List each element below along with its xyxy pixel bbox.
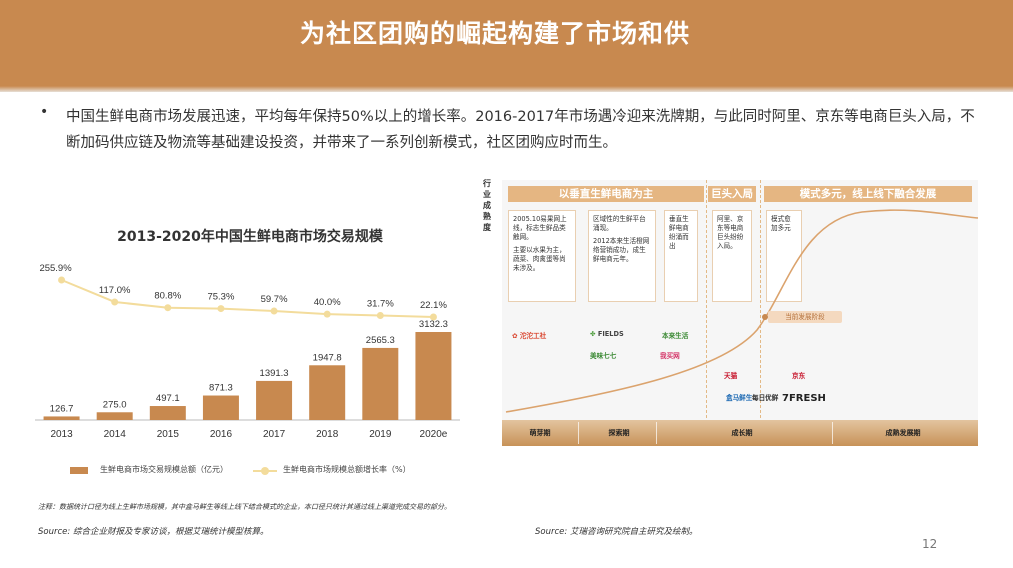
- bar-2020e: [415, 332, 452, 420]
- current-stage-tag: 当前发展阶段: [768, 311, 842, 323]
- stage-box-4: 阿里、京东等电商巨头纷纷入局。: [712, 210, 752, 302]
- source-right: Source: 艾瑞咨询研究院自主研究及绘制。: [535, 527, 698, 537]
- legend-line-dot: [261, 467, 269, 475]
- bar-value-label-2015: 497.1: [156, 393, 180, 404]
- bar-2016: [202, 395, 239, 420]
- stage-box-2: 区域性的生鲜平台涌现。 2012本来生活橙网络营销成功，成生鲜电商元年。: [588, 210, 656, 302]
- market-size-chart: 126.7 2013 275.0 2014 497.1 2015 871.3 2016 1391…: [35, 263, 460, 440]
- stage-box-2-text-1: 区域性的生鲜平台涌现。: [593, 215, 646, 232]
- stage-explore: 探索期: [608, 429, 630, 437]
- header-band: 为社区团购的崛起构建了市场和供: [0, 0, 1013, 92]
- x-tick-label-2013: 2013: [50, 429, 73, 440]
- maturity-curve-line: [505, 209, 978, 413]
- bar-value-label-2018: 1947.8: [313, 352, 342, 363]
- stage-sep-2: [656, 422, 657, 444]
- bar-2017: [256, 380, 293, 420]
- bar-value-label-2020e: 3132.3: [419, 319, 448, 330]
- growth-label-2017: 59.7%: [261, 294, 288, 305]
- logo-jd: 京东: [792, 372, 806, 380]
- stage-bar: 萌芽期 探索期 成长期 成熟发展期: [502, 420, 978, 446]
- stage-sep-1: [578, 422, 579, 444]
- chart-legend: 生鲜电商市场交易规模总额（亿元） 生鲜电商市场规模总额增长率（%）: [70, 463, 490, 479]
- bar-value-label-2014: 275.0: [103, 399, 127, 410]
- band-vertical-ecommerce: 以垂直生鲜电商为主: [508, 186, 704, 202]
- growth-point-2015: [164, 304, 172, 312]
- x-tick-label-2020e: 2020e: [420, 429, 448, 440]
- stage-box-1: 2005.10易果网上线，标志生鲜品类触网。 主要以水果为主，蔬菜、肉禽蛋等尚未…: [508, 210, 576, 302]
- growth-label-2020e: 22.1%: [420, 300, 447, 311]
- growth-point-2013: [58, 276, 66, 284]
- bar-value-label-2013: 126.7: [50, 403, 74, 414]
- x-tick-label-2018: 2018: [316, 429, 339, 440]
- legend-bar-swatch: [70, 467, 88, 474]
- growth-point-2014: [111, 298, 119, 306]
- current-stage-dot: [762, 314, 768, 320]
- bar-2018: [309, 365, 346, 420]
- x-tick-label-2019: 2019: [369, 429, 392, 440]
- stage-box-4-text-1: 阿里、京东等电商巨头纷纷入局。: [717, 215, 744, 250]
- growth-label-2016: 75.3%: [207, 292, 234, 303]
- bullet-marker: •: [40, 104, 49, 120]
- x-tick-label-2015: 2015: [157, 429, 180, 440]
- divider-2: [760, 180, 761, 418]
- logo-tmall: 天猫: [724, 372, 738, 380]
- band-diversified-modes: 模式多元，线上线下融合发展: [764, 186, 972, 202]
- growth-point-2020e: [429, 313, 437, 321]
- bar-2019: [362, 347, 399, 420]
- band-giants-enter: 巨头入局: [708, 186, 756, 202]
- stage-sprout: 萌芽期: [529, 429, 551, 437]
- stage-box-5: 模式愈加多元: [766, 210, 802, 302]
- bar-value-label-2016: 871.3: [209, 383, 233, 394]
- intro-paragraph: 中国生鲜电商市场发展迅速，平均每年保持50%以上的增长率。2016-2017年市…: [66, 109, 975, 151]
- stage-box-1-text-1: 2005.10易果网上线，标志生鲜品类触网。: [513, 215, 567, 241]
- logo-fields: ✤ FIELDS: [590, 330, 624, 338]
- x-tick-label-2016: 2016: [210, 429, 233, 440]
- logo-meiwei77: 美味七七: [590, 352, 617, 360]
- development-stage-diagram: 以垂直生鲜电商为主 巨头入局 模式多元，线上线下融合发展 2005.10易果网上…: [502, 180, 978, 446]
- stage-box-3-text-1: 垂直生鲜电商纷涌而出: [669, 215, 689, 250]
- logo-benlai: 本来生活: [662, 332, 689, 340]
- bar-2015: [149, 406, 186, 420]
- legend-line-label: 生鲜电商市场规模总额增长率（%）: [283, 465, 411, 474]
- bar-2013: [43, 416, 80, 420]
- source-left: Source: 综合企业财报及专家访谈，根据艾瑞统计模型核算。: [38, 527, 269, 537]
- footnote: 注释：数据统计口径为线上生鲜市场规模，其中盒马鲜生等线上线下结合模式的企业，本口…: [38, 503, 451, 511]
- page-title: 为社区团购的崛起构建了市场和供: [300, 19, 691, 48]
- stage-growth: 成长期: [731, 429, 753, 437]
- growth-point-2019: [376, 311, 384, 319]
- header-shadow: [0, 86, 1013, 92]
- maturity-curve: [505, 209, 978, 413]
- bar-value-label-2019: 2565.3: [366, 335, 395, 346]
- stage-box-1-text-2: 主要以水果为主，蔬菜、肉禽蛋等尚未涉及。: [513, 246, 566, 272]
- bar-value-label-2017: 1391.3: [260, 368, 289, 379]
- growth-rate-line: [61, 279, 434, 318]
- logo-7fresh: 7FRESH: [782, 393, 826, 404]
- growth-label-2018: 40.0%: [314, 297, 341, 308]
- stage-box-2-text-2: 2012本来生活橙网络营销成功，成生鲜电商元年。: [593, 237, 650, 263]
- x-tick-label-2017: 2017: [263, 429, 286, 440]
- divider-1: [706, 180, 707, 418]
- growth-label-2019: 31.7%: [367, 298, 394, 309]
- logo-hema: 盒马鲜生: [726, 394, 753, 402]
- logo-womai: 我买网: [660, 352, 680, 360]
- growth-label-2015: 80.8%: [154, 291, 181, 302]
- growth-point-2018: [323, 310, 331, 318]
- x-tick-label-2014: 2014: [104, 429, 127, 440]
- growth-point-2016: [217, 305, 225, 313]
- diagram-y-label: 行业成熟度: [483, 179, 491, 232]
- logo-tootoo: ✿ 沱沱工社: [512, 332, 547, 340]
- legend-bar-label: 生鲜电商市场交易规模总额（亿元）: [100, 465, 228, 474]
- stage-mature: 成熟发展期: [885, 429, 921, 437]
- bar-2014: [96, 412, 133, 420]
- stage-sep-3: [832, 422, 833, 444]
- page-number: 12: [922, 537, 938, 551]
- logo-missfresh: 每日优鲜: [752, 394, 779, 402]
- stage-box-3: 垂直生鲜电商纷涌而出: [664, 210, 698, 302]
- growth-label-2013: 255.9%: [39, 263, 72, 274]
- growth-label-2014: 117.0%: [99, 285, 131, 296]
- growth-point-2017: [270, 307, 278, 315]
- chart-title: 2013-2020年中国生鲜电商市场交易规模: [117, 229, 383, 245]
- stage-box-5-text-1: 模式愈加多元: [771, 215, 791, 232]
